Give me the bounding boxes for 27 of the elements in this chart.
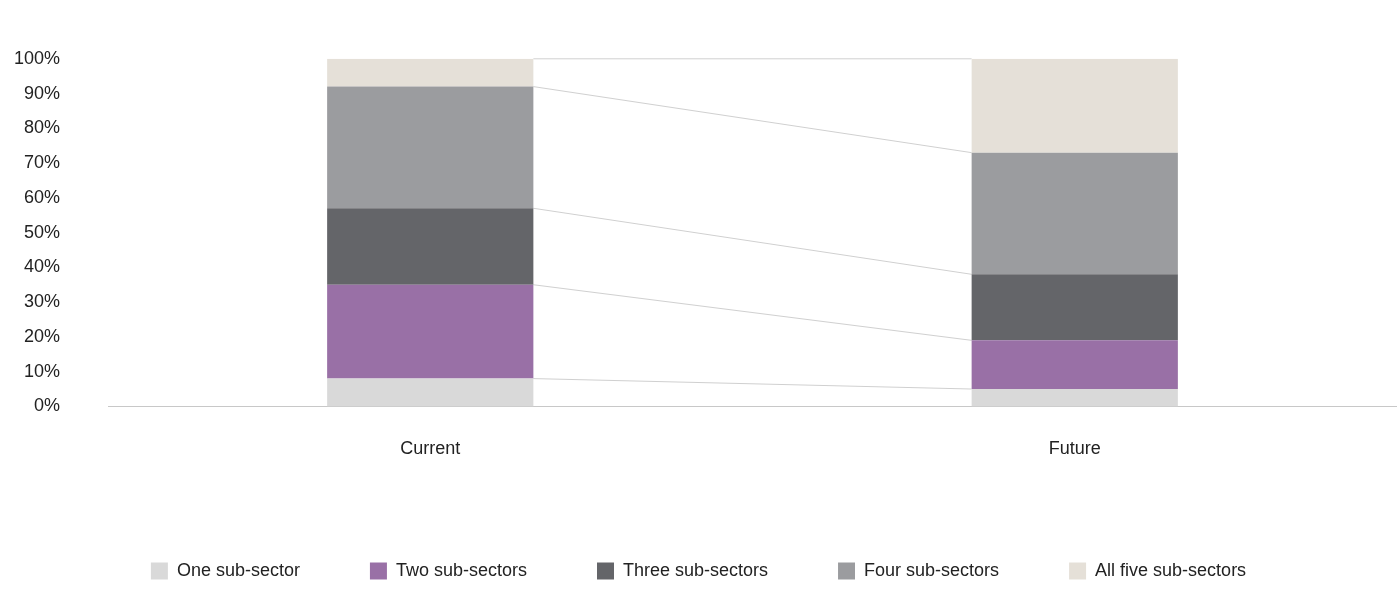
y-tick-label: 10% — [23, 360, 60, 381]
bar — [327, 378, 534, 407]
legend-label: All five sub-sectors — [1095, 559, 1247, 580]
y-tick-label: 100% — [13, 47, 60, 68]
y-tick-label: 40% — [23, 256, 60, 277]
y-tick-label: 50% — [23, 221, 60, 242]
y-tick-label: 30% — [23, 291, 60, 312]
legend-label: Three sub-sectors — [622, 559, 769, 580]
y-tick-label: 80% — [23, 117, 60, 138]
legend-label: Two sub-sectors — [395, 559, 527, 580]
bar — [327, 284, 534, 379]
bar — [971, 274, 1178, 341]
y-tick-label: 60% — [23, 186, 60, 207]
y-tick-label: 0% — [33, 395, 60, 416]
bar — [971, 340, 1178, 390]
bar — [971, 58, 1178, 153]
y-tick-label: 70% — [23, 152, 60, 173]
bar — [327, 86, 534, 209]
bar — [971, 152, 1178, 275]
legend-label: One sub-sector — [176, 559, 300, 580]
x-tick-label: Future — [1048, 438, 1101, 459]
y-tick-label: 20% — [23, 325, 60, 346]
bar — [327, 208, 534, 285]
y-tick-label: 90% — [23, 82, 60, 103]
x-tick-label: Current — [400, 438, 461, 459]
legend-label: Four sub-sectors — [864, 559, 1000, 580]
bar — [327, 58, 534, 87]
